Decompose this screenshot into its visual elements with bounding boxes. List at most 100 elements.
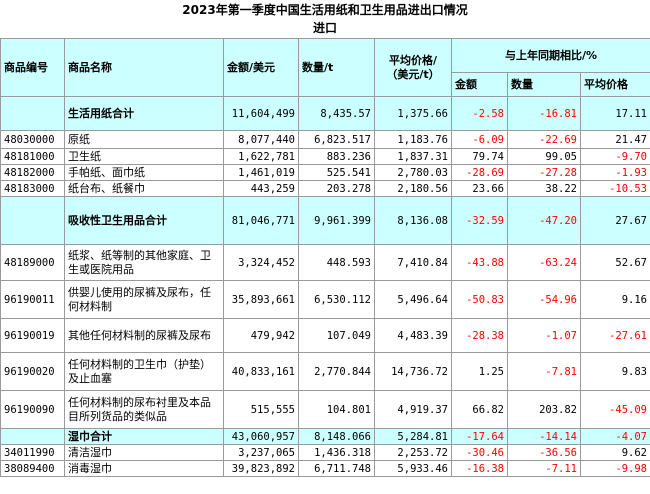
cell-yoy-quantity[interactable]: -1.07 [507,318,581,353]
cell-name[interactable]: 纸台布、纸餐巾 [64,180,224,197]
cell-code[interactable]: 48189000 [0,244,65,281]
cell-avg-price[interactable]: 14,736.72 [374,352,452,391]
cell-yoy-price[interactable]: -9.70 [580,148,650,165]
cell-yoy-quantity[interactable]: -7.81 [507,352,581,391]
cell-yoy-price[interactable]: 9.16 [580,280,650,319]
cell-yoy-amount[interactable]: -17.64 [451,428,508,445]
cell-name[interactable]: 纸浆、纸等制的其他家庭、卫生或医院用品 [64,244,224,281]
cell-name[interactable]: 其他任何材料制的尿裤及尿布 [64,318,224,353]
cell-yoy-price[interactable]: 52.67 [580,244,650,281]
header-quantity[interactable]: 数量/t [298,38,375,97]
cell-avg-price[interactable]: 5,933.46 [374,460,452,477]
cell-code[interactable] [0,196,65,245]
cell-code[interactable] [0,96,65,131]
cell-quantity[interactable]: 107.049 [298,318,375,353]
cell-yoy-price[interactable]: -45.09 [580,390,650,429]
cell-amount[interactable]: 443,259 [223,180,299,197]
cell-quantity[interactable]: 525.541 [298,164,375,181]
cell-name[interactable]: 清洁湿巾 [64,444,224,461]
cell-yoy-price[interactable]: -10.53 [580,180,650,197]
cell-amount[interactable]: 1,461,019 [223,164,299,181]
cell-avg-price[interactable]: 5,284.81 [374,428,452,445]
cell-yoy-amount[interactable]: -50.83 [451,280,508,319]
cell-code[interactable]: 34011990 [0,444,65,461]
cell-quantity[interactable]: 1,436.318 [298,444,375,461]
cell-avg-price[interactable]: 1,183.76 [374,130,452,149]
cell-yoy-amount[interactable]: -16.38 [451,460,508,477]
cell-yoy-quantity[interactable]: -54.96 [507,280,581,319]
cell-yoy-price[interactable]: -27.61 [580,318,650,353]
cell-quantity[interactable]: 203.278 [298,180,375,197]
header-yoy-price[interactable]: 平均价格 [580,72,650,97]
cell-yoy-amount[interactable]: -6.09 [451,130,508,149]
header-yoy-quantity[interactable]: 数量 [507,72,581,97]
cell-code[interactable]: 96190011 [0,280,65,319]
cell-amount[interactable]: 35,893,661 [223,280,299,319]
cell-yoy-amount[interactable]: 66.82 [451,390,508,429]
cell-code[interactable] [0,428,65,445]
cell-yoy-amount[interactable]: 79.74 [451,148,508,165]
cell-amount[interactable]: 479,942 [223,318,299,353]
cell-yoy-amount[interactable]: -32.59 [451,196,508,245]
cell-quantity[interactable]: 448.593 [298,244,375,281]
cell-amount[interactable]: 11,604,499 [223,96,299,131]
cell-yoy-quantity[interactable]: -36.56 [507,444,581,461]
cell-yoy-quantity[interactable]: 203.82 [507,390,581,429]
cell-yoy-amount[interactable]: -2.58 [451,96,508,131]
cell-amount[interactable]: 43,060,957 [223,428,299,445]
cell-amount[interactable]: 1,622,781 [223,148,299,165]
cell-amount[interactable]: 40,833,161 [223,352,299,391]
cell-yoy-price[interactable]: -4.07 [580,428,650,445]
cell-name[interactable]: 原纸 [64,130,224,149]
cell-name[interactable]: 生活用纸合计 [64,96,224,131]
cell-amount[interactable]: 515,555 [223,390,299,429]
cell-yoy-quantity[interactable]: 99.05 [507,148,581,165]
cell-amount[interactable]: 39,823,892 [223,460,299,477]
cell-avg-price[interactable]: 4,919.37 [374,390,452,429]
header-yoy-amount[interactable]: 金额 [451,72,508,97]
cell-quantity[interactable]: 8,148.066 [298,428,375,445]
cell-quantity[interactable]: 104.801 [298,390,375,429]
cell-yoy-quantity[interactable]: 38.22 [507,180,581,197]
cell-quantity[interactable]: 9,961.399 [298,196,375,245]
cell-yoy-price[interactable]: -9.98 [580,460,650,477]
cell-name[interactable]: 消毒湿巾 [64,460,224,477]
cell-quantity[interactable]: 6,711.748 [298,460,375,477]
cell-yoy-price[interactable]: 27.67 [580,196,650,245]
cell-yoy-quantity[interactable]: -16.81 [507,96,581,131]
cell-name[interactable]: 任何材料制的尿布衬里及本品目所列货品的类似品 [64,390,224,429]
cell-yoy-price[interactable]: 9.62 [580,444,650,461]
cell-yoy-quantity[interactable]: -27.28 [507,164,581,181]
cell-avg-price[interactable]: 8,136.08 [374,196,452,245]
cell-avg-price[interactable]: 7,410.84 [374,244,452,281]
cell-quantity[interactable]: 883.236 [298,148,375,165]
cell-code[interactable]: 48030000 [0,130,65,149]
cell-avg-price[interactable]: 1,375.66 [374,96,452,131]
header-amount[interactable]: 金额/美元 [223,38,299,97]
cell-code[interactable]: 48183000 [0,180,65,197]
header-yoy[interactable]: 与上年同期相比/% [451,38,650,73]
cell-name[interactable]: 吸收性卫生用品合计 [64,196,224,245]
cell-yoy-price[interactable]: 21.47 [580,130,650,149]
cell-quantity[interactable]: 8,435.57 [298,96,375,131]
cell-avg-price[interactable]: 5,496.64 [374,280,452,319]
cell-yoy-price[interactable]: -1.93 [580,164,650,181]
cell-code[interactable]: 96190020 [0,352,65,391]
cell-code[interactable]: 96190090 [0,390,65,429]
cell-yoy-amount[interactable]: -28.38 [451,318,508,353]
cell-yoy-quantity[interactable]: -14.14 [507,428,581,445]
cell-avg-price[interactable]: 2,253.72 [374,444,452,461]
cell-code[interactable]: 48182000 [0,164,65,181]
header-name[interactable]: 商品名称 [64,38,224,97]
cell-yoy-price[interactable]: 17.11 [580,96,650,131]
cell-avg-price[interactable]: 1,837.31 [374,148,452,165]
cell-yoy-quantity[interactable]: -22.69 [507,130,581,149]
cell-yoy-price[interactable]: 9.83 [580,352,650,391]
cell-yoy-amount[interactable]: -43.88 [451,244,508,281]
cell-quantity[interactable]: 2,770.844 [298,352,375,391]
cell-yoy-quantity[interactable]: -47.20 [507,196,581,245]
cell-code[interactable]: 96190019 [0,318,65,353]
cell-name[interactable]: 手帕纸、面巾纸 [64,164,224,181]
cell-quantity[interactable]: 6,530.112 [298,280,375,319]
cell-name[interactable]: 湿巾合计 [64,428,224,445]
